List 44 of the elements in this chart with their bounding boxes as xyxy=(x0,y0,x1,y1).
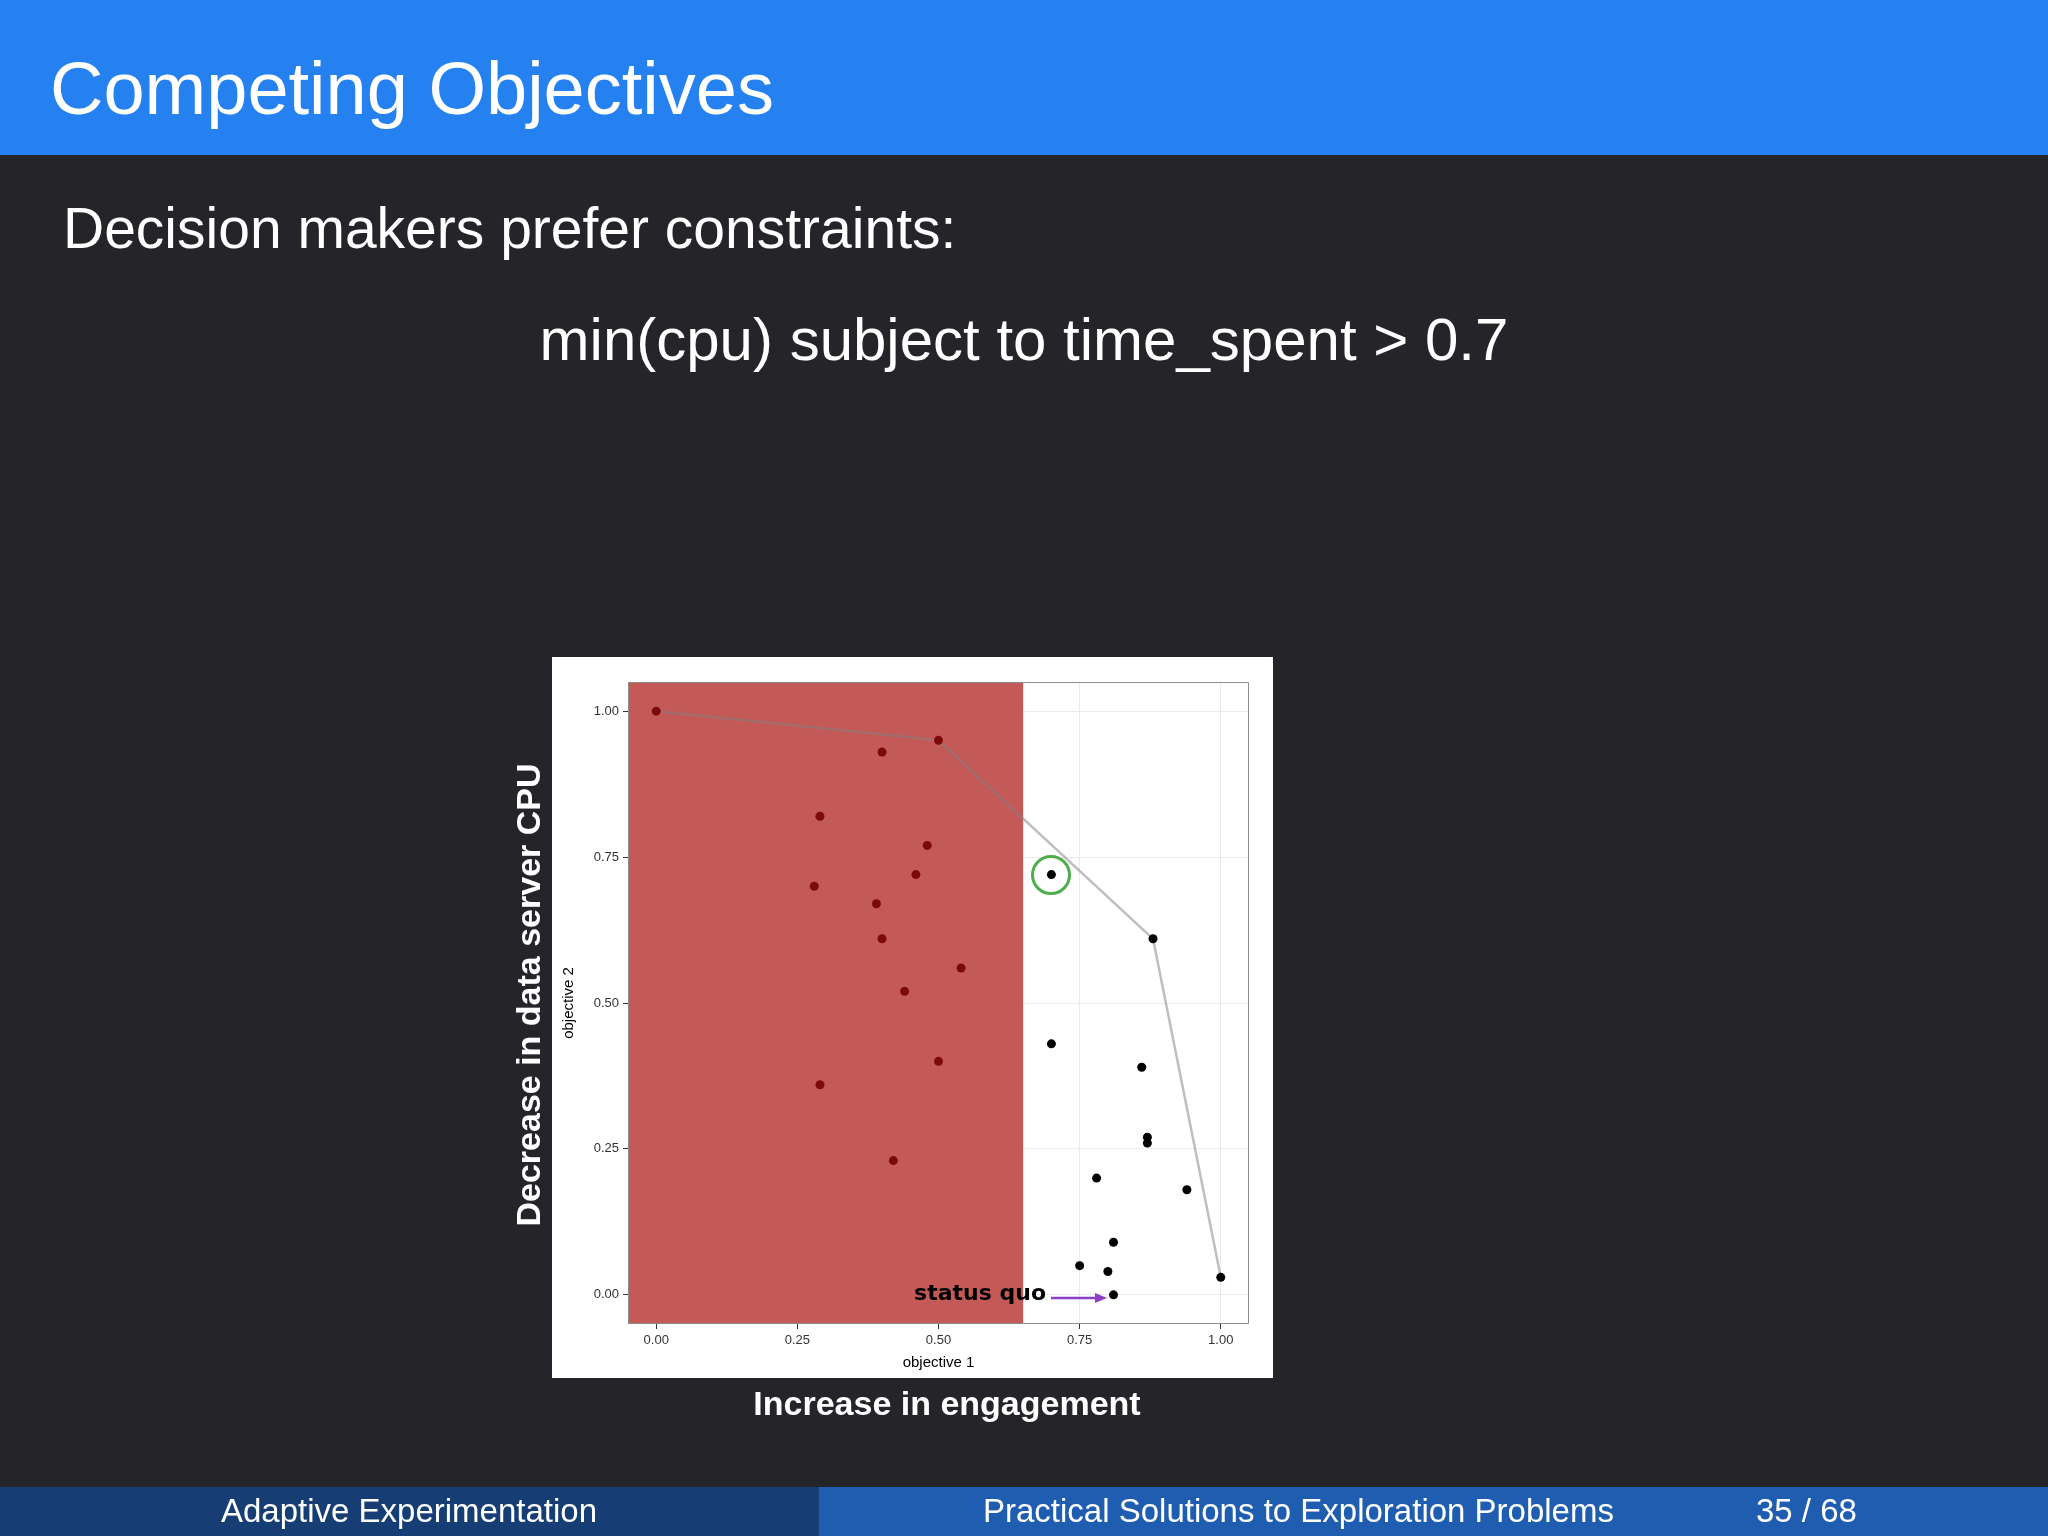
y-tick-label: 0.50 xyxy=(593,994,619,1010)
point xyxy=(911,870,921,880)
point xyxy=(934,735,943,745)
x-tick-label: 1.00 xyxy=(1208,1332,1234,1348)
point xyxy=(877,747,887,757)
text: Practical Solutions to Exploration Problems xyxy=(983,1491,1614,1530)
point xyxy=(651,706,661,716)
x-tick-label: 0.00 xyxy=(643,1332,669,1348)
point xyxy=(934,1056,943,1066)
text: Decrease in data server CPU xyxy=(509,763,548,1227)
point xyxy=(871,899,881,909)
point xyxy=(877,934,887,944)
y-axis-title: objective 2 xyxy=(559,967,577,1039)
x-tick-label: 0.25 xyxy=(784,1332,811,1348)
point xyxy=(1216,1272,1226,1282)
y-tick-label: 0.25 xyxy=(593,1140,619,1156)
y-tick-label: 1.00 xyxy=(593,702,619,718)
point xyxy=(1148,934,1158,944)
x-tick-label: 0.50 xyxy=(925,1332,952,1348)
chart-title: Competing Objectives xyxy=(50,47,774,131)
point xyxy=(1137,1062,1147,1072)
text: 35 / 68 xyxy=(1756,1491,1857,1530)
point xyxy=(1075,1261,1085,1271)
point xyxy=(809,881,819,891)
y-tick-label: 0.00 xyxy=(593,1286,619,1302)
text: Adaptive Experimentation xyxy=(220,1491,598,1530)
point xyxy=(956,963,966,973)
chart-subtitle: Decision makers prefer constraints: xyxy=(63,195,957,260)
x-tick-label: 0.75 xyxy=(1066,1332,1093,1348)
text: Increase in engagement xyxy=(753,1384,1141,1423)
point xyxy=(815,1080,825,1090)
point xyxy=(1092,1173,1102,1183)
point xyxy=(900,986,910,996)
point xyxy=(1103,1266,1113,1276)
x-axis-title: objective 1 xyxy=(902,1353,975,1371)
y-tick-label: 0.75 xyxy=(593,848,619,864)
point xyxy=(1046,1039,1056,1049)
point xyxy=(1109,1290,1119,1300)
point xyxy=(888,1156,898,1166)
text: min(cpu) subject to time_spent > 0.7 xyxy=(539,306,1509,373)
point xyxy=(1182,1185,1192,1195)
point xyxy=(1109,1237,1119,1247)
point xyxy=(815,811,825,821)
point xyxy=(922,840,932,850)
